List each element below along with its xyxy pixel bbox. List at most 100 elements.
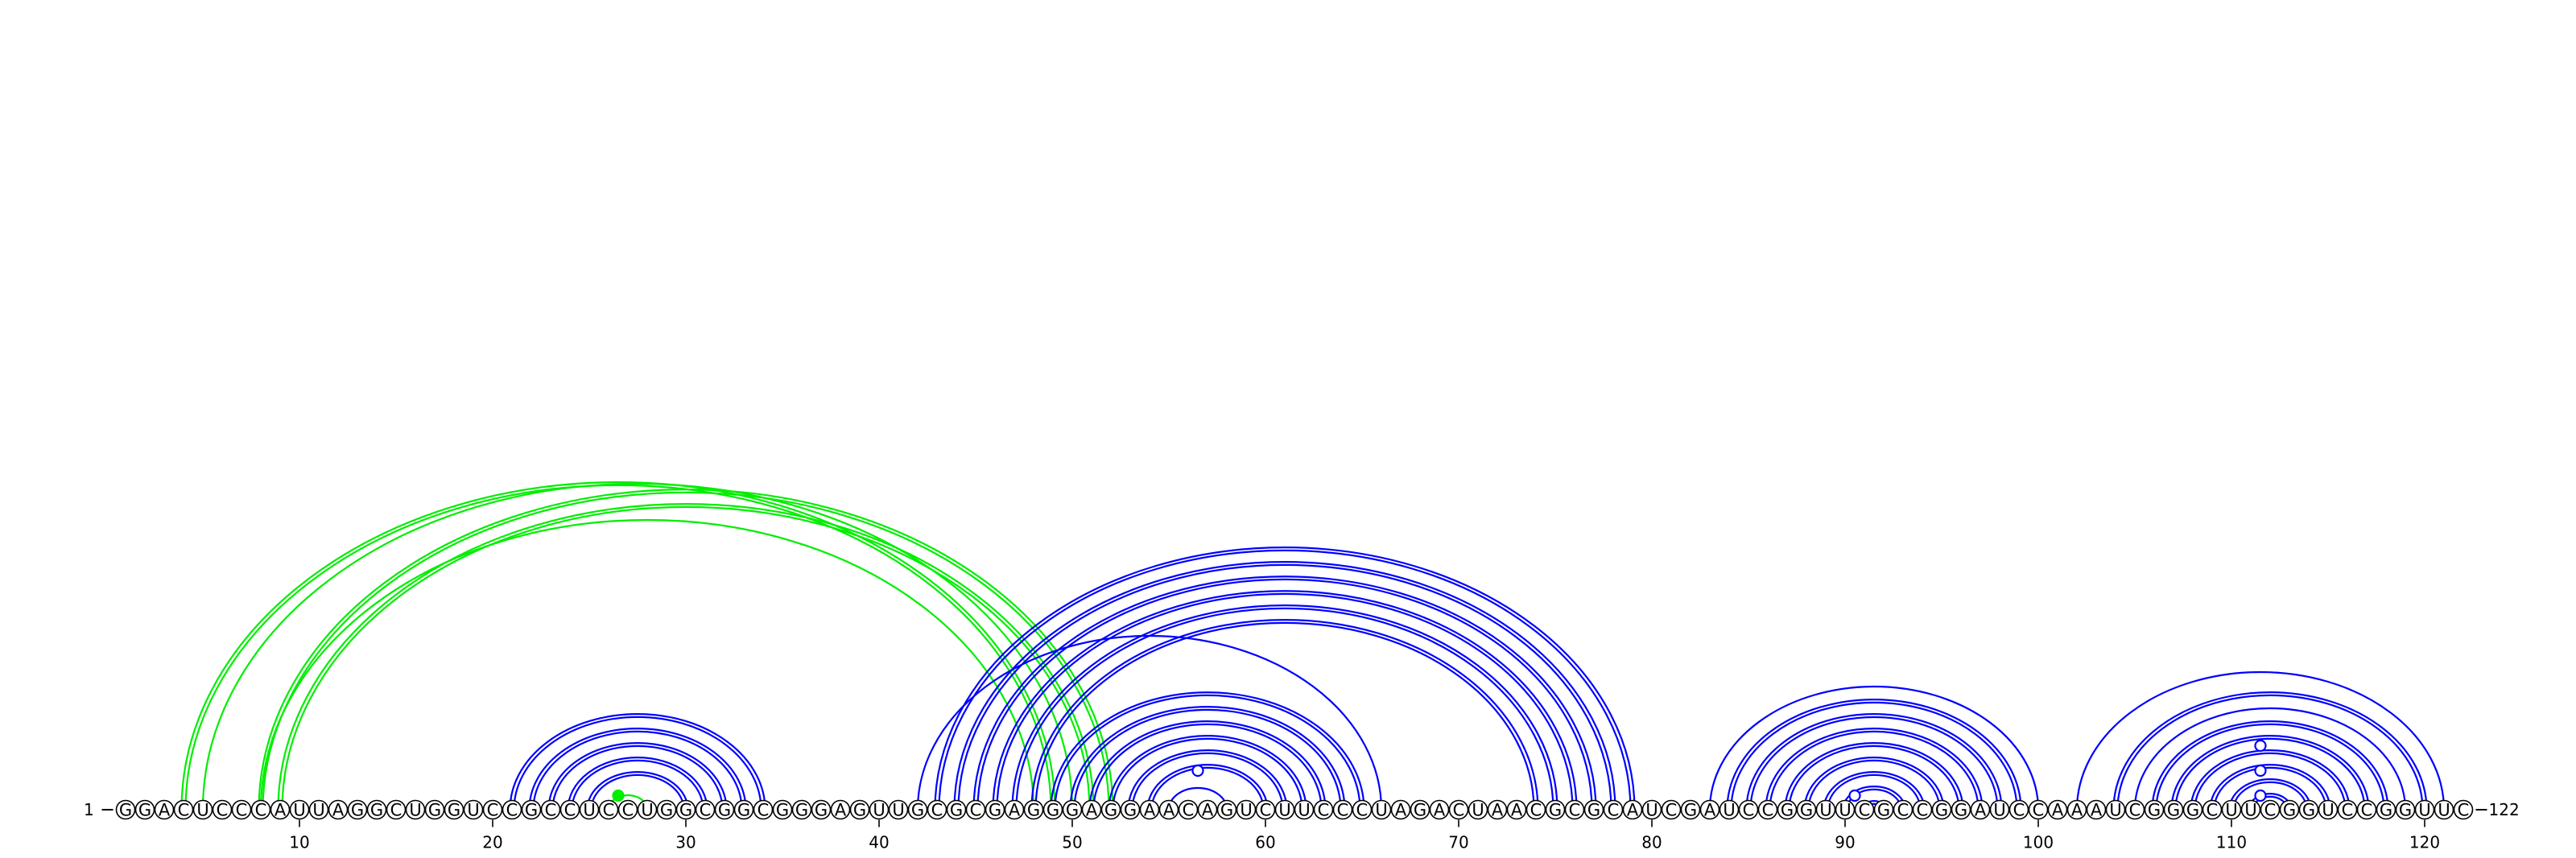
- nucleotide: A: [1970, 799, 1991, 820]
- nested-arc-105-119: [2133, 707, 2407, 811]
- nested-arc-89-94: [1823, 771, 1926, 811]
- nested-arc-86-97: [1765, 728, 1984, 811]
- nucleotide: G: [1216, 799, 1237, 820]
- nucleotide-circle: [1410, 799, 1430, 820]
- pseudoknot-arc-8-48: [259, 518, 1035, 811]
- nucleotide: G: [1680, 799, 1701, 820]
- nucleotide-circle: [1023, 799, 1044, 820]
- nested-arc-46-76: [992, 590, 1578, 811]
- nucleotide-circle: [946, 799, 967, 820]
- tick-label: 100: [2023, 833, 2054, 852]
- nucleotide-letter: G: [1104, 801, 1117, 820]
- nested-arc-83-100: [1708, 685, 2040, 811]
- sequence-start-label: 1: [84, 800, 94, 819]
- nucleotide: U: [1641, 799, 1662, 820]
- nested-arc-48-74: [1030, 619, 1539, 811]
- nucleotide-letter: U: [196, 801, 208, 820]
- nucleotide-letter: C: [1743, 801, 1755, 820]
- nucleotide-letter: U: [1723, 801, 1735, 820]
- nucleotide: C: [2124, 799, 2145, 820]
- nucleotide: G: [2144, 799, 2165, 820]
- nucleotide-circle: [540, 799, 561, 820]
- nucleotide-letter: G: [2167, 801, 2180, 820]
- nucleotide: U: [308, 799, 329, 820]
- nucleotide-circle: [1487, 799, 1508, 820]
- nested-arc-54-60: [1150, 766, 1265, 811]
- nested-arc-49-65: [1054, 694, 1361, 811]
- nucleotide: C: [231, 799, 252, 820]
- nucleotide-circle: [405, 799, 426, 820]
- nucleotide: U: [2240, 799, 2261, 820]
- nucleotide-circle: [2144, 799, 2165, 820]
- nested-arc-53-61: [1131, 752, 1284, 811]
- nucleotide: G: [1100, 799, 1121, 820]
- pseudoknot-arc-5-50: [201, 482, 1074, 811]
- nucleotide-circle: [2434, 799, 2454, 820]
- tick-label: 70: [1448, 833, 1468, 852]
- nucleotide: G: [1545, 799, 1566, 820]
- nested-arc-104-120: [2116, 694, 2424, 811]
- nucleotide: C: [1893, 799, 1913, 820]
- nucleotide-circle: [985, 799, 1005, 820]
- nucleotide: A: [270, 799, 291, 820]
- nucleotide: A: [1139, 799, 1160, 820]
- nucleotide: G: [811, 799, 832, 820]
- nucleotide-circle: [1989, 799, 2010, 820]
- nucleotide: C: [2008, 799, 2029, 820]
- nucleotide: U: [2221, 799, 2242, 820]
- nucleotide: C: [753, 799, 774, 820]
- nested-arc-52-62: [1112, 737, 1303, 811]
- nucleotide-circle: [1294, 799, 1315, 820]
- pseudoknot-arc-9-51: [281, 505, 1091, 811]
- nucleotide-letter: C: [700, 801, 712, 820]
- nested-arc-25-30: [590, 773, 685, 811]
- nucleotide-circle: [2279, 799, 2300, 820]
- nucleotide-letter: C: [603, 801, 615, 820]
- nucleotide-circle: [1796, 799, 1817, 820]
- nucleotide: C: [1448, 799, 1469, 820]
- nucleotide-circle: [2163, 799, 2184, 820]
- nucleotide: U: [405, 799, 426, 820]
- nucleotide: A: [1004, 799, 1025, 820]
- nucleotide-letter: C: [1453, 801, 1465, 820]
- nucleotide: G: [1042, 799, 1063, 820]
- nucleotide: G: [849, 799, 870, 820]
- nucleotide-letter: U: [1645, 801, 1657, 820]
- nucleotide: C: [617, 799, 638, 820]
- nucleotide-letter: C: [1666, 801, 1678, 820]
- nucleotide: G: [656, 799, 677, 820]
- nucleotide-circle: [559, 799, 580, 820]
- nucleotide: G: [134, 799, 155, 820]
- nucleotide: G: [115, 799, 136, 820]
- nucleotide: C: [965, 799, 986, 820]
- nucleotide: U: [1274, 799, 1295, 820]
- nucleotide-letter: U: [1298, 801, 1310, 820]
- nucleotide-letter: U: [293, 801, 305, 820]
- nucleotide-letter: U: [892, 801, 904, 820]
- nucleotide: C: [2356, 799, 2377, 820]
- nucleotide-circle: [2105, 799, 2126, 820]
- nucleotide: A: [2066, 799, 2087, 820]
- nested-arc-43-79: [934, 547, 1636, 811]
- nucleotide-circle: [154, 799, 175, 820]
- nested-arc-50-64: [1073, 708, 1342, 811]
- nucleotide-letter: A: [2052, 801, 2064, 820]
- nucleotide-circle: [270, 799, 291, 820]
- nucleotide-letter: C: [1260, 801, 1272, 820]
- nucleotide-circle: [656, 799, 677, 820]
- nested-arc-47-75: [1011, 604, 1558, 811]
- nucleotide: C: [540, 799, 561, 820]
- nucleotide: C: [1738, 799, 1759, 820]
- nested-arc-51-63: [1092, 723, 1323, 811]
- nucleotide-circle: [2318, 799, 2339, 820]
- nucleotide-circle: [1178, 799, 1199, 820]
- nested-arc-85-98: [1749, 716, 1999, 811]
- nucleotide: A: [1622, 799, 1643, 820]
- nucleotide: A: [154, 799, 175, 820]
- nucleotide-circle: [1390, 799, 1411, 820]
- nested-arc-109-115: [2213, 766, 2327, 811]
- nucleotide-circle: [1564, 799, 1585, 820]
- nucleotide-letter: C: [255, 801, 267, 820]
- nucleotide-circle: [1719, 799, 1740, 820]
